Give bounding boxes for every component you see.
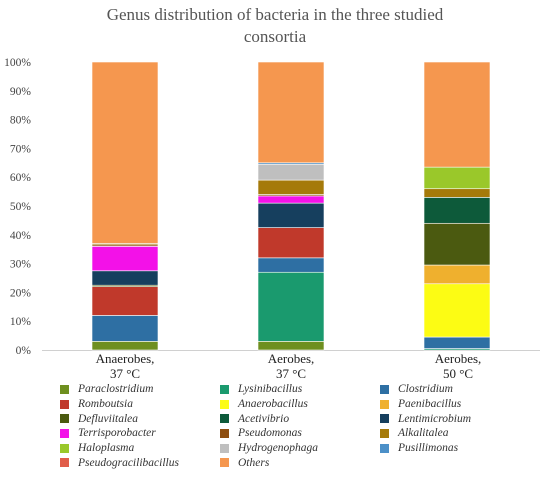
legend-swatch [220,399,229,409]
bar-segment-paraclostridium [91,341,159,351]
y-tick-label: 40% [10,230,32,242]
bar-segment-others [257,61,325,164]
legend-label: Defluviitalea [78,412,139,425]
chart-title-line-1: Genus distribution of bacteria in the th… [106,5,444,24]
bar-segment-terrisporobacter [257,195,325,204]
legend-swatch [220,458,229,468]
x-label-anaerobes-37: Anaerobes, 37 °C [95,351,155,381]
x-label-aerobes-37: Aerobes, 37 °C [267,351,315,381]
y-tick-label: 100% [4,57,31,69]
legend-label: Acetivibrio [238,412,290,425]
legend-swatch [60,458,69,468]
bar-segment-paraclostridium [257,341,325,351]
bar-segment-lentimicrobium [91,270,159,286]
y-tick-label: 80% [10,115,32,127]
legend-swatch [220,428,229,438]
legend-label: Lysinibacillus [238,383,303,396]
legend-swatch [60,443,69,453]
legend-swatch [60,414,69,424]
x-label-aerobes-50: Aerobes, 50 °C [434,351,482,381]
legend-item-defluviitalea: Defluviitalea [60,411,220,426]
legend-item-pseudomonas: Pseudomonas [220,426,380,441]
y-tick-label: 10% [10,316,32,328]
legend-item-terrisporobacter: Terrisporobacter [60,426,220,441]
legend-item-clostridium: Clostridium [380,382,530,397]
legend-item-haloplasma: Haloplasma [60,441,220,456]
legend-label: Anaerobacillus [238,398,308,411]
legend-swatch [60,399,69,409]
bar-segment-alkalitalea [257,179,325,195]
bar-segment-acetivibrio [423,197,491,224]
legend-item-paraclostridium: Paraclostridium [60,382,220,397]
bar-segment-paenibacillus [423,264,491,285]
legend-label: Paenibacillus [398,398,462,411]
bar-segment-others [423,61,491,168]
legend-label: Paraclostridium [78,383,154,396]
legend-item-anaerobacillus: Anaerobacillus [220,397,380,412]
legend-swatch [220,414,229,424]
legend-label: Lentimicrobium [398,412,472,425]
legend-swatch [380,414,389,424]
legend-swatch [60,384,69,394]
bar-segment-haloplasma [423,166,491,190]
legend-label: Pseudogracilibacillus [78,456,179,469]
y-tick-label: 30% [10,259,32,271]
bar-segment-clostridium [91,315,159,342]
y-tick-label: 50% [10,201,32,213]
legend-label: Alkalitalea [398,427,449,440]
legend-item-alkalitalea: Alkalitalea [380,426,530,441]
legend-label: Clostridium [398,383,453,396]
y-tick-label: 20% [10,287,32,299]
legend-item-acetivibrio: Acetivibrio [220,411,380,426]
bar-segment-terrisporobacter [91,246,159,272]
legend-item-pseudogracilibacillus: Pseudogracilibacillus [60,455,220,470]
legend-label: Romboutsia [78,398,133,411]
legend-label: Haloplasma [78,442,135,455]
bar-segment-clostridium [257,257,325,273]
legend-item-others: Others [220,455,380,470]
bar-segment-clostridium [423,336,491,349]
legend-item-pusillimonas: Pusillimonas [380,441,530,456]
legend-item-hydrogenophaga: Hydrogenophaga [220,441,380,456]
chart-legend: Paraclostridium Lysinibacillus Clostridium… [60,382,530,470]
bar-segment-hydrogenophaga [257,163,325,181]
legend-item-romboutsia: Romboutsia [60,397,220,412]
bar-segment-others [91,61,159,244]
chart-title-line-2: consortia [243,27,307,46]
legend-label: Hydrogenophaga [238,442,319,455]
legend-label: Others [238,456,270,469]
legend-swatch [380,443,389,453]
legend-swatch [220,443,229,453]
legend-item-lentimicrobium: Lentimicrobium [380,411,530,426]
bar-segment-romboutsia [91,286,159,316]
legend-item-lysinibacillus: Lysinibacillus [220,382,380,397]
bar-segment-romboutsia [257,227,325,259]
y-tick-label: 90% [10,86,32,98]
y-tick-label: 0% [16,345,32,357]
bar-segment-alkalitalea [423,188,491,198]
legend-item-paenibacillus: Paenibacillus [380,397,530,412]
bar-segment-lentimicrobium [257,202,325,228]
legend-swatch [60,428,69,438]
legend-label: Pseudomonas [238,427,302,440]
y-tick-label: 70% [10,143,32,155]
y-tick-label: 60% [10,172,32,184]
legend-label: Pusillimonas [398,442,459,455]
legend-swatch [380,428,389,438]
bar-segment-lysinibacillus [257,271,325,342]
stacked-bar-chart: 0% 10% 20% 30% 40% 50% 60% 70% 80% 90% 100% [4,57,540,357]
legend-swatch [220,384,229,394]
bar-segment-defluviitalea [423,222,491,266]
chart-title: Genus distribution of bacteria in the th… [0,4,550,48]
legend-label: Terrisporobacter [78,427,156,440]
legend-swatch [380,384,389,394]
bar-segment-anaerobacillus [423,283,491,338]
legend-swatch [380,399,389,409]
